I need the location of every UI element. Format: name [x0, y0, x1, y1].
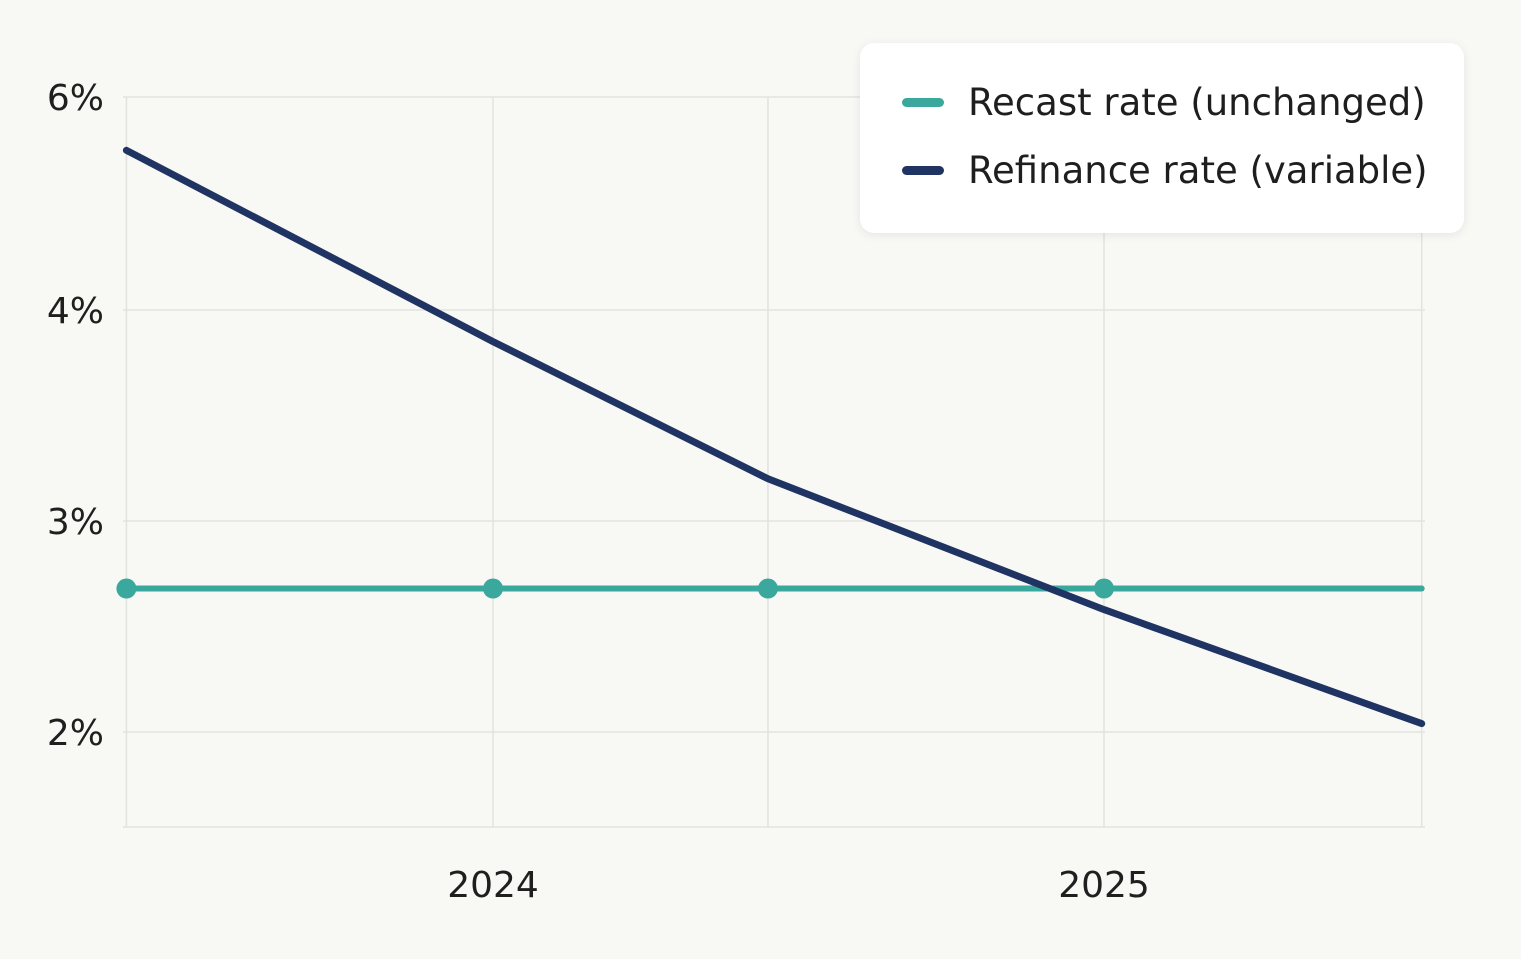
chart-grid — [123, 96, 1425, 828]
legend-item-refinance: Refinance rate (variable) — [902, 149, 1428, 192]
y-tick-label-3%: 3% — [47, 502, 104, 543]
legend-label-recast: Recast rate (unchanged) — [968, 81, 1426, 124]
legend-item-recast: Recast rate (unchanged) — [902, 81, 1426, 124]
series-0-point-1 — [483, 578, 503, 599]
legend-label-refinance: Refinance rate (variable) — [968, 149, 1428, 192]
legend-swatch-refinance — [902, 166, 944, 175]
chart-legend: Recast rate (unchanged) Refinance rate (… — [860, 43, 1464, 233]
x-tick-label-2024: 2024 — [447, 865, 539, 906]
series-0-point-2 — [757, 578, 778, 599]
chart-series — [116, 146, 1426, 728]
y-tick-label-4%: 4% — [47, 291, 104, 332]
series-line-1 — [122, 146, 1426, 728]
x-tick-label-2025: 2025 — [1058, 865, 1150, 906]
legend-swatch-recast — [902, 98, 944, 107]
y-tick-label-2%: 2% — [47, 713, 104, 754]
series-0-point-0 — [116, 578, 137, 599]
series-0-point-3 — [1094, 578, 1114, 599]
y-axis-ticks: 6% 4% 3% 2% — [47, 78, 104, 754]
y-tick-label-6%: 6% — [47, 78, 104, 119]
x-axis-ticks: 2024 2025 — [447, 865, 1150, 906]
